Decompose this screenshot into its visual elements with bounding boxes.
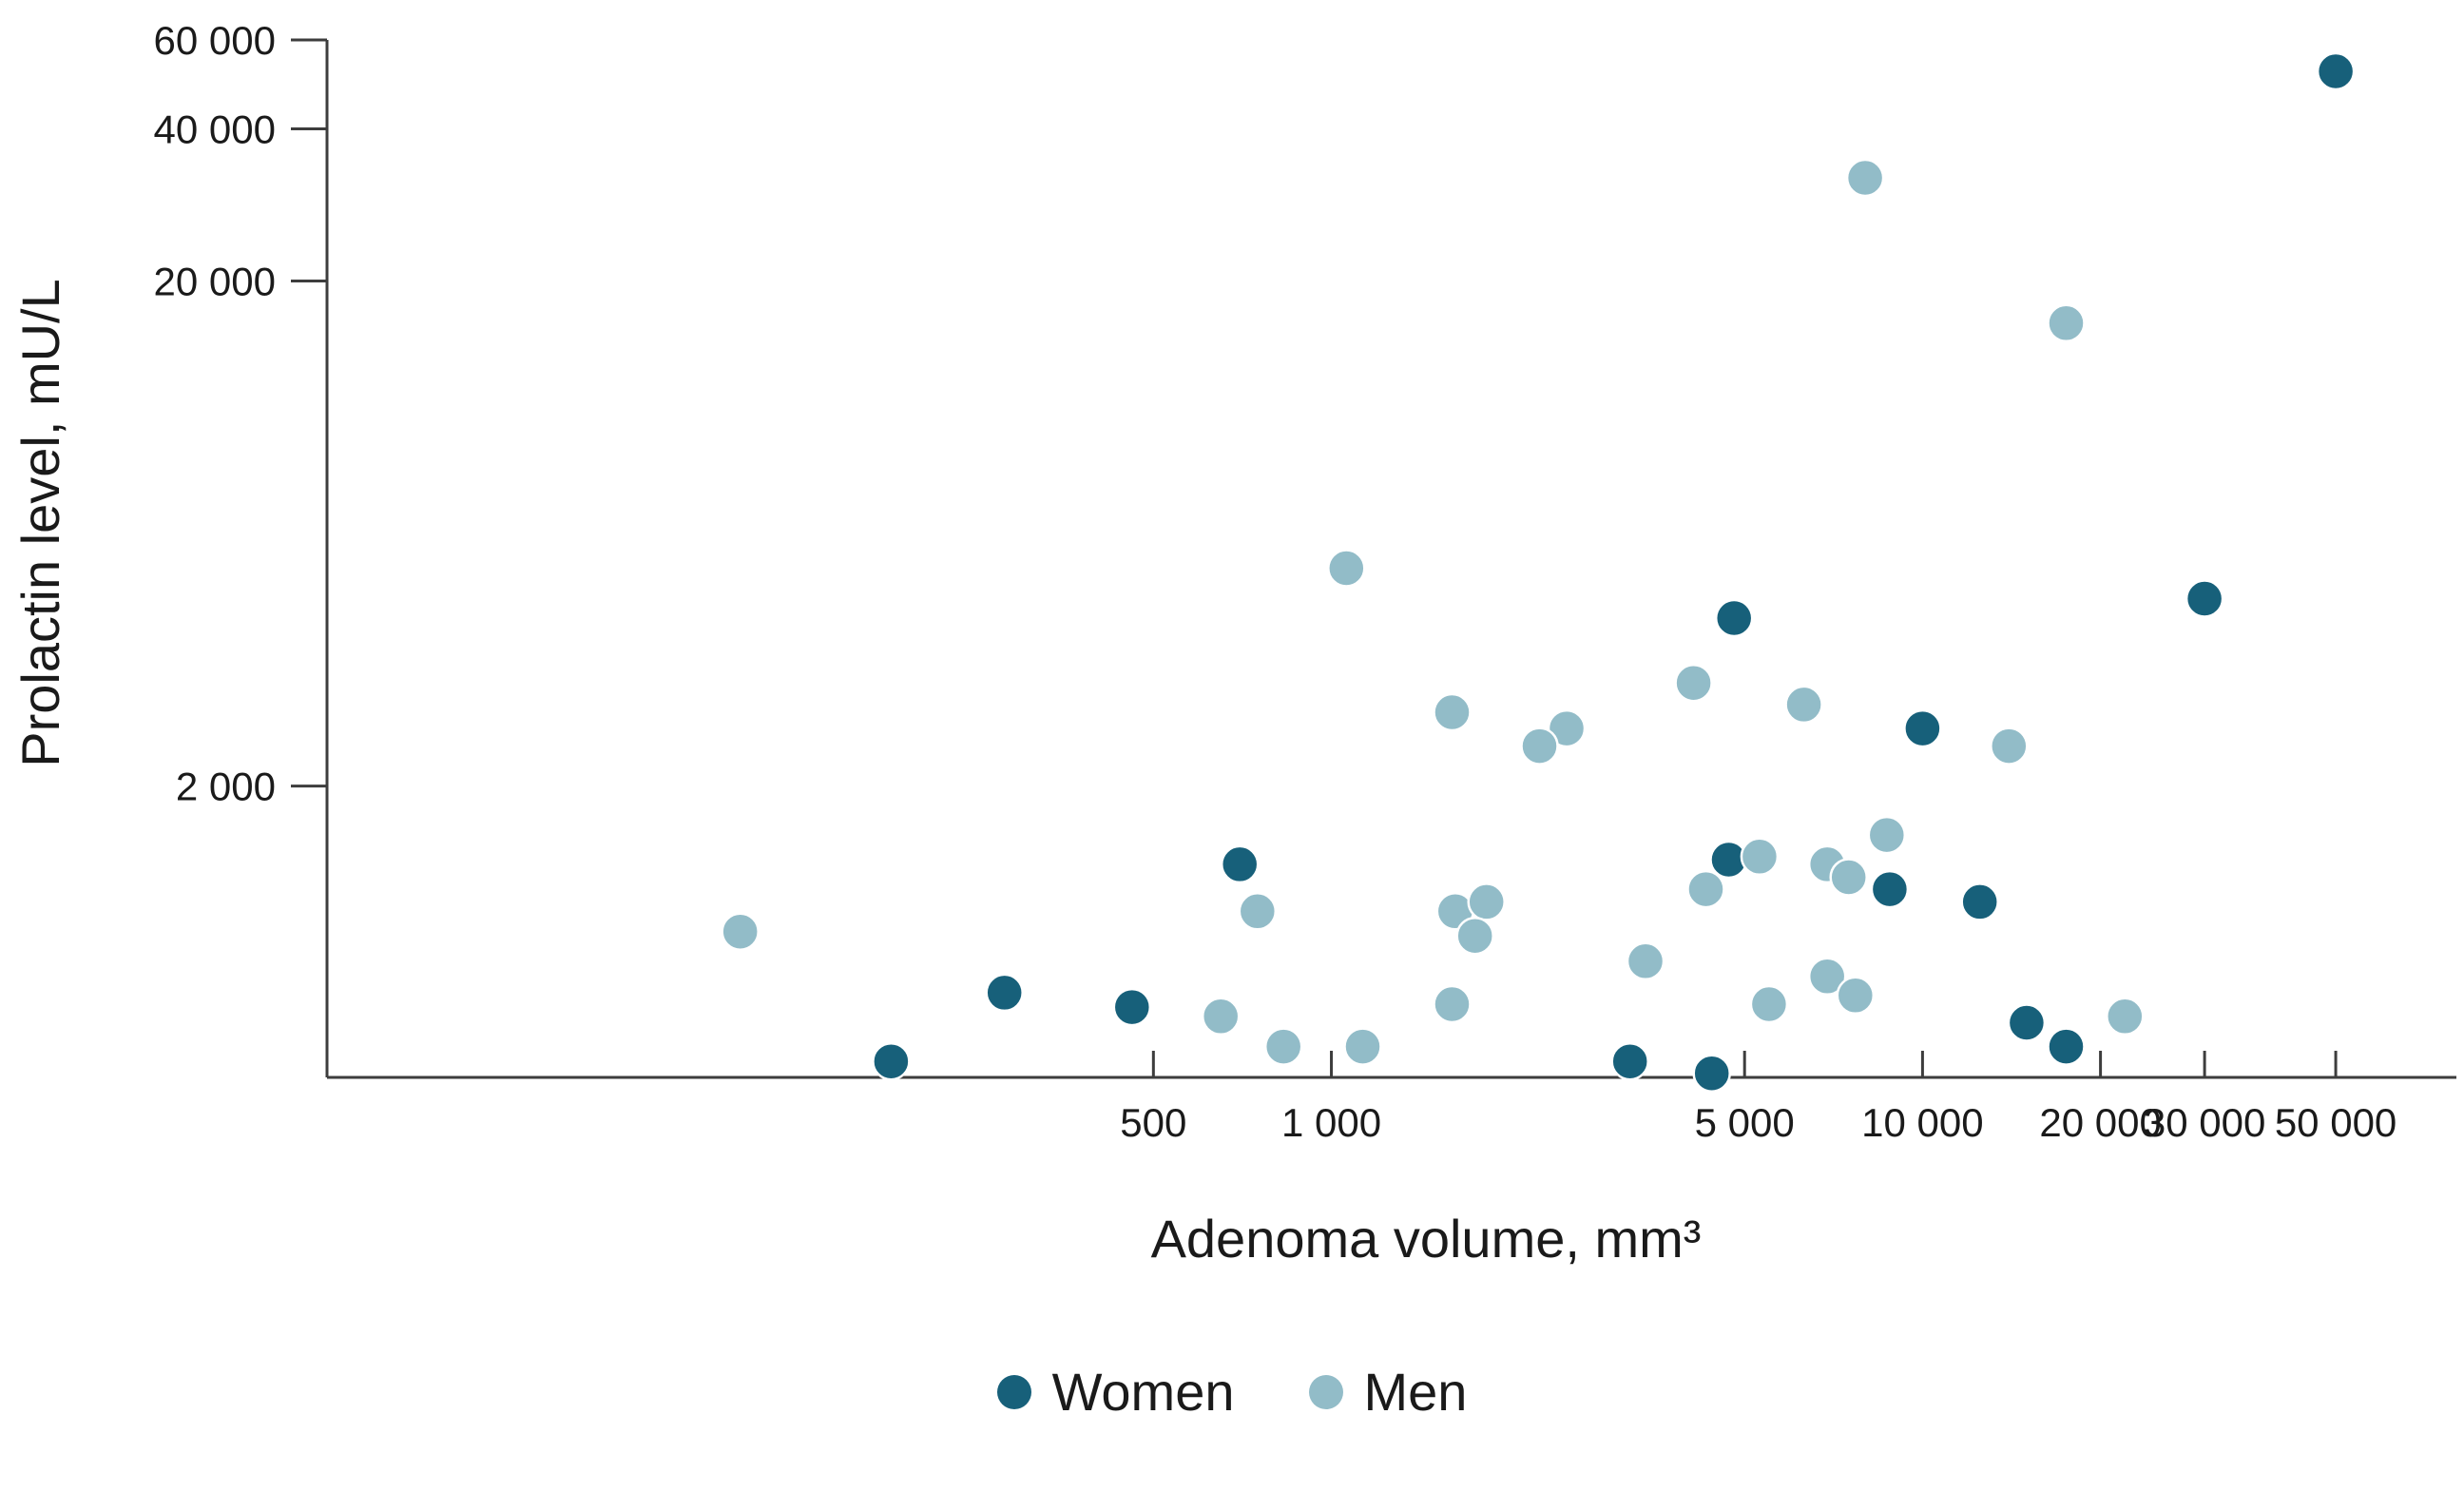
y-axis-title: Prolactin level, mU/L — [10, 279, 70, 767]
point-men — [2047, 303, 2086, 343]
y-tick-label: 60 000 — [154, 18, 276, 63]
legend-dot-men — [1308, 1375, 1343, 1409]
point-women — [1112, 987, 1152, 1027]
point-women — [2185, 579, 2224, 618]
legend-label-men: Men — [1363, 1362, 1468, 1422]
point-women — [2007, 1003, 2047, 1042]
point-women — [2047, 1027, 2086, 1066]
point-women — [1692, 1054, 1731, 1093]
point-men — [1784, 685, 1823, 725]
point-men — [721, 912, 760, 951]
y-tick-label: 2 000 — [176, 765, 276, 809]
legend-item-women: Women — [996, 1362, 1235, 1422]
x-axis-title: Adenoma volume, mm³ — [1151, 1209, 1702, 1269]
point-women — [872, 1041, 911, 1081]
point-men — [1749, 984, 1789, 1024]
point-men — [1343, 1027, 1382, 1066]
point-men — [1626, 941, 1665, 981]
point-men — [2106, 997, 2145, 1037]
point-men — [1455, 916, 1494, 956]
point-men — [1238, 892, 1278, 931]
x-tick-label: 50 000 — [2275, 1100, 2397, 1145]
point-men — [1845, 158, 1885, 198]
point-men — [1867, 815, 1907, 855]
x-tick-label: 30 000 — [2144, 1100, 2265, 1145]
point-men — [1520, 727, 1559, 765]
point-women — [1714, 598, 1754, 638]
point-men — [1327, 549, 1366, 588]
point-men — [1547, 708, 1587, 748]
point-men — [1836, 976, 1876, 1016]
point-women — [1903, 708, 1942, 748]
x-tick-label: 500 — [1120, 1100, 1186, 1145]
y-tick-label: 20 000 — [154, 259, 276, 303]
legend-item-men: Men — [1308, 1362, 1468, 1422]
point-men — [1807, 957, 1847, 997]
x-tick-label: 20 000 — [2039, 1100, 2161, 1145]
point-women — [1220, 844, 1260, 884]
point-women — [2316, 51, 2356, 91]
x-tick-label: 5 000 — [1695, 1100, 1795, 1145]
legend-label-women: Women — [1051, 1362, 1235, 1422]
point-women — [985, 973, 1024, 1013]
point-men — [1467, 882, 1506, 921]
x-tick-label: 10 000 — [1861, 1100, 1983, 1145]
point-women — [1960, 882, 1999, 921]
point-men — [1829, 858, 1868, 897]
x-tick-label: 1 000 — [1281, 1100, 1381, 1145]
point-men — [1686, 869, 1725, 909]
point-men — [1990, 727, 2029, 765]
point-men — [1674, 663, 1713, 703]
point-men — [1263, 1027, 1303, 1066]
point-men — [1201, 997, 1241, 1037]
y-tick-label: 40 000 — [154, 107, 276, 152]
point-women — [1870, 869, 1910, 909]
point-women — [1610, 1041, 1649, 1081]
point-men — [1740, 837, 1780, 877]
legend: Women Men — [0, 1366, 2464, 1419]
point-men — [1433, 692, 1472, 732]
legend-dot-women — [996, 1375, 1031, 1409]
point-men — [1433, 984, 1472, 1024]
